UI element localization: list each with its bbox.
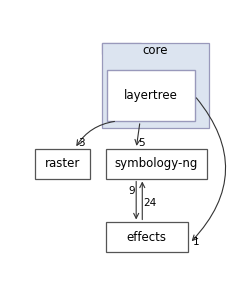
Text: 5: 5 <box>138 138 145 147</box>
FancyBboxPatch shape <box>106 149 207 179</box>
FancyBboxPatch shape <box>35 149 90 179</box>
Text: symbology-ng: symbology-ng <box>115 157 198 170</box>
Text: layertree: layertree <box>124 89 178 102</box>
FancyBboxPatch shape <box>106 222 188 252</box>
FancyBboxPatch shape <box>102 43 209 128</box>
Text: 9: 9 <box>129 186 135 196</box>
Text: 1: 1 <box>193 237 199 247</box>
Text: 24: 24 <box>143 198 156 208</box>
FancyBboxPatch shape <box>107 71 195 121</box>
FancyBboxPatch shape <box>102 43 141 54</box>
Text: 3: 3 <box>78 138 84 147</box>
Text: core: core <box>143 44 168 57</box>
Text: effects: effects <box>127 231 167 244</box>
Text: raster: raster <box>45 157 80 170</box>
